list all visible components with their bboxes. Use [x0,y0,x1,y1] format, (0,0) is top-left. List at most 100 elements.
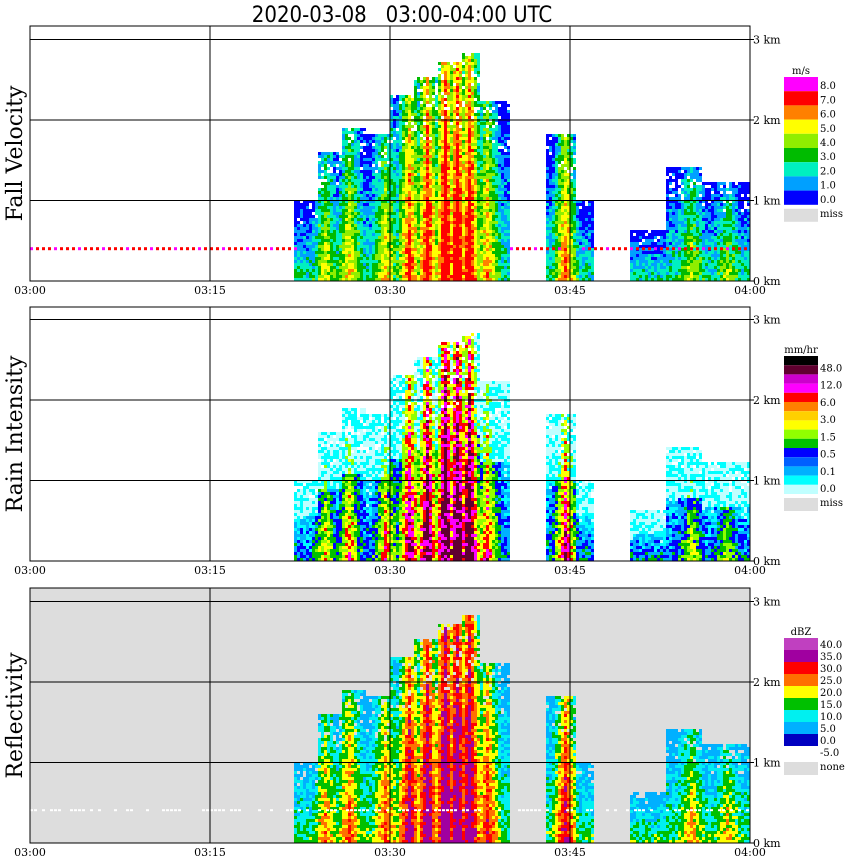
x-tick-label: 03:15 [194,564,226,577]
colorbar-swatch [784,411,818,421]
colorbar-swatch [784,710,818,722]
x-tick-label: 03:15 [194,846,226,859]
colorbar-label: 30.0 [820,664,842,675]
colorbar-label: 15.0 [820,700,842,711]
colorbar-swatch [784,356,818,366]
colorbar-label: 40.0 [820,640,842,651]
colorbar-label: 1.0 [820,181,836,192]
plot-frame [29,25,751,282]
colorbar-swatch [784,383,818,393]
colorbar-swatch [784,466,818,476]
x-tick-label: 03:00 [14,564,46,577]
y-axis-label: Reflectivity [3,652,28,779]
colorbar-swatch [784,91,818,106]
colorbar-label: 20.0 [820,688,842,699]
y-tick-label: 1 km [753,475,781,488]
colorbar-swatch [784,650,818,662]
colorbar-label: 7.0 [820,95,836,106]
colorbar-swatch [784,374,818,384]
x-tick-label: 04:00 [734,846,766,859]
colorbar-label: -5.0 [820,748,839,759]
colorbar-label: 6.0 [820,110,836,121]
missing-swatch [784,762,818,775]
colorbar-swatch [784,77,818,92]
x-tick-label: 03:30 [374,284,406,297]
colorbar-swatch [784,438,818,448]
colorbar-swatch [784,190,818,205]
x-tick-label: 04:00 [734,284,766,297]
colorbar-swatch [784,162,818,177]
y-tick-label: 3 km [753,314,781,327]
colorbar-swatch [784,133,818,148]
colorbar-swatch [784,638,818,650]
colorbar-swatch [784,148,818,163]
colorbar-label: 0.5 [820,450,836,461]
colorbar-label: 25.0 [820,676,842,687]
colorbar-swatch [784,105,818,120]
y-axis-label: Fall Velocity [3,85,28,221]
missing-swatch [784,498,818,511]
colorbar-label: 12.0 [820,381,842,392]
y-tick-label: 2 km [753,394,781,407]
colorbar-legend: m/s 8.0 7.0 6.0 5.0 4.0 3.0 2.0 1.0 0.0 miss [784,66,843,222]
colorbar-swatch [784,674,818,686]
colorbar-label: 2.0 [820,166,836,177]
plot-frame [29,306,751,562]
colorbar-label: 5.0 [820,124,836,135]
colorbar-swatch [784,457,818,467]
colorbar-swatch [784,698,818,710]
colorbar-label: 48.0 [820,363,842,374]
x-tick-label: 03:00 [14,284,46,297]
colorbar-swatch [784,392,818,402]
x-tick-label: 03:30 [374,564,406,577]
colorbar-label: 0.1 [820,467,836,478]
colorbar-swatch [784,475,818,485]
colorbar-swatch [784,484,818,494]
y-tick-label: 1 km [753,757,781,770]
missing-label: miss [820,498,843,509]
y-tick-label: 2 km [753,114,781,127]
colorbar-unit: mm/hr [784,345,818,356]
colorbar-swatch [784,365,818,375]
x-tick-label: 03:45 [554,564,586,577]
colorbar-swatch [784,420,818,430]
colorbar-unit: m/s [792,66,810,77]
colorbar-label: 6.0 [820,398,836,409]
colorbar-swatch [784,662,818,674]
colorbar-swatch [784,746,818,758]
colorbar-label: 0.0 [820,484,836,495]
colorbar-swatch [784,722,818,734]
x-tick-label: 03:45 [554,284,586,297]
colorbar-label: 4.0 [820,138,836,149]
y-tick-label: 3 km [753,34,781,47]
panel-2: 0 km 1 km 2 km 3 km 03:00 03:15 03:30 03:45 04:0… [3,587,845,859]
x-tick-label: 04:00 [734,564,766,577]
colorbar-legend: dBZ 40.035.030.025.020.015.010.05.00.0-5.… [784,627,845,775]
panel-1: 0 km 1 km 2 km 3 km 03:00 03:15 03:30 03:45 04:0… [3,306,843,577]
colorbar-label: 0.0 [820,195,836,206]
x-tick-label: 03:15 [194,284,226,297]
colorbar-label: 1.5 [820,432,836,443]
colorbar-swatch [784,448,818,458]
colorbar-label: 8.0 [820,81,836,92]
missing-swatch [784,208,818,222]
colorbar-label: 10.0 [820,712,842,723]
colorbar-unit: dBZ [791,627,812,638]
x-tick-label: 03:45 [554,846,586,859]
y-tick-label: 2 km [753,676,781,689]
y-tick-label: 0 km [753,275,781,288]
colorbar-label: 3.0 [820,152,836,163]
colorbar-swatch [784,429,818,439]
chart-title: 2020-03-08 03:00-04:00 UTC [252,3,552,28]
colorbar-label: 5.0 [820,724,836,735]
colorbar-label: 35.0 [820,652,842,663]
y-tick-label: 1 km [753,195,781,208]
colorbar-swatch [784,686,818,698]
y-tick-label: 3 km [753,596,781,609]
x-tick-label: 03:30 [374,846,406,859]
colorbar-swatch [784,119,818,134]
colorbar-swatch [784,734,818,746]
panel-0: 0 km 1 km 2 km 3 km 03:00 03:15 03:30 03:45 04:0… [3,25,843,297]
